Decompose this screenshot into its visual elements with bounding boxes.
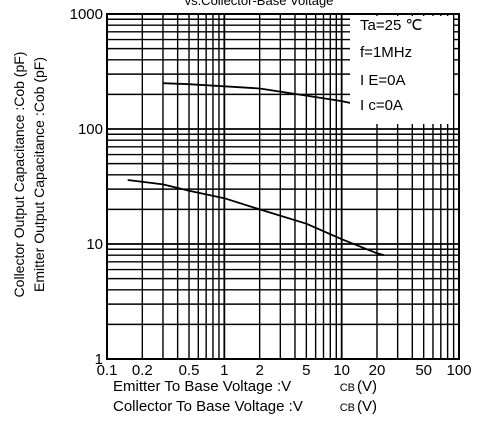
y-axis-label-line: Collector Output Capacitance :Cob (pF)	[11, 52, 27, 298]
x-tick-label: 0.1	[97, 362, 118, 379]
tick-labels: 1 10 100 1000 0.1 0.2 0.5 1 2 5 10 20 50 100	[70, 6, 472, 379]
conditions-box	[350, 16, 453, 124]
y-tick-label: 1	[95, 351, 103, 368]
x-axis-label-text: Collector To Base Voltage :V	[113, 398, 303, 415]
test-conditions: Ta=25 ℃ f=1MHz I E=0A I c=0A	[350, 16, 453, 124]
x-tick-label: 1	[220, 362, 228, 379]
x-axis-label-text: Emitter To Base Voltage :V	[113, 378, 291, 395]
x-tick-label: 50	[415, 362, 432, 379]
series-2-line	[127, 179, 385, 256]
x-tick-label: 20	[369, 362, 386, 379]
x-tick-label: 100	[446, 362, 471, 379]
y-axis-label-line: Emitter Output Capacitance :Cob (pF)	[31, 57, 47, 292]
y-axis-label: Collector Output Capacitance :Cob (pF) Em…	[11, 52, 47, 298]
x-axis-label-unit: (V)	[357, 398, 377, 415]
condition-label: I c=0A	[360, 97, 403, 114]
x-tick-label: 0.2	[132, 362, 153, 379]
x-tick-label: 5	[302, 362, 310, 379]
y-tick-label: 1000	[70, 6, 103, 23]
condition-label: Ta=25 ℃	[360, 17, 422, 34]
y-tick-label: 10	[86, 236, 103, 253]
x-axis-label-subscript: CB	[340, 382, 355, 394]
x-axis-label-line: Emitter To Base Voltage :V CB (V)	[113, 378, 377, 395]
condition-label: f=1MHz	[360, 44, 412, 61]
x-axis-label: Emitter To Base Voltage :V CB (V)Collector…	[113, 378, 377, 415]
x-axis-label-subscript: CB	[340, 402, 355, 414]
y-tick-label: 100	[78, 121, 103, 138]
x-tick-label: 0.5	[179, 362, 200, 379]
x-axis-label-unit: (V)	[357, 378, 377, 395]
x-axis-label-line: Collector To Base Voltage :V CB (V)	[113, 398, 377, 415]
x-tick-label: 2	[255, 362, 263, 379]
x-tick-label: 10	[333, 362, 350, 379]
plot-frame	[106, 13, 460, 360]
condition-label: I E=0A	[360, 72, 405, 89]
chart-title: vs.Collector-Base Voltage	[185, 0, 334, 8]
